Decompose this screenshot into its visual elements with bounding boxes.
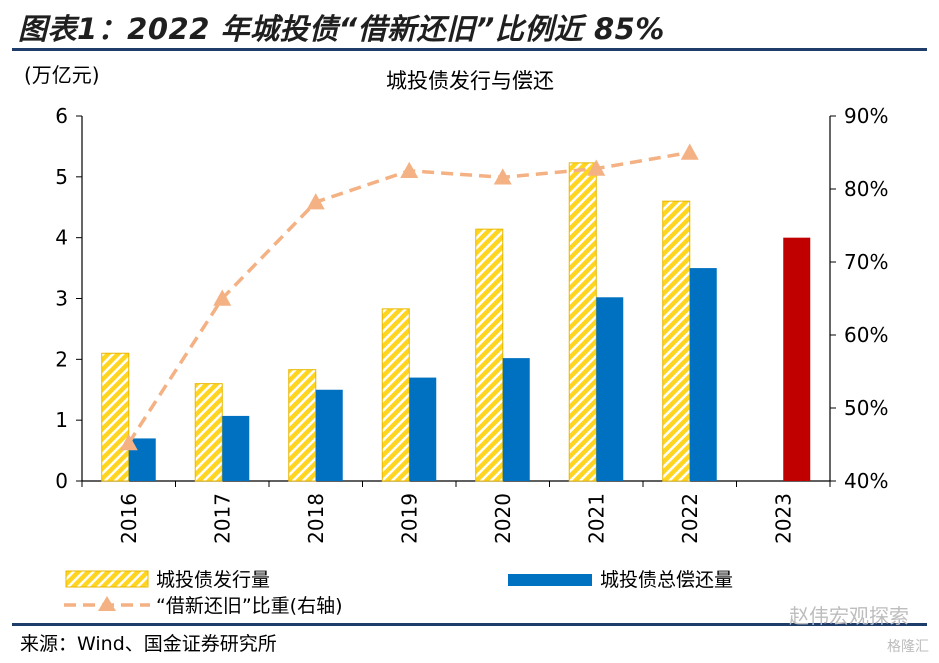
repayment-bars — [128, 237, 811, 481]
y2-tick-label: 70% — [844, 250, 888, 274]
repayment-bar — [596, 297, 624, 481]
issuance-bar — [194, 383, 223, 482]
y-tick-label: 4 — [55, 226, 68, 250]
ratio-point — [587, 159, 606, 176]
x-tick-label: 2019 — [397, 493, 421, 544]
issuance-bar — [288, 369, 317, 482]
x-tick-label: 2022 — [678, 493, 702, 544]
y-axis-unit: (万亿元) — [24, 63, 100, 87]
top-rule — [12, 48, 927, 51]
issuance-bar — [475, 228, 504, 482]
ratio-point — [493, 168, 512, 185]
ratio-point — [213, 289, 232, 306]
source-note: 来源：Wind、国金证券研究所 — [20, 633, 277, 655]
y-tick-label: 1 — [55, 408, 68, 432]
issuance-bar — [662, 200, 691, 482]
y2-tick-label: 80% — [844, 177, 888, 201]
watermark: 赵伟宏观探索 — [789, 604, 909, 628]
x-tick-label: 2023 — [771, 493, 795, 544]
y-tick-label: 6 — [55, 104, 68, 128]
repayment-bar — [502, 358, 530, 481]
bottom-rule — [12, 623, 927, 626]
issuance-bar — [381, 308, 410, 482]
legend-issuance-swatch — [65, 570, 149, 588]
figure-title: 图表1：2022 年城投债“借新还旧”比例近 85% — [18, 12, 665, 46]
ratio-point — [119, 434, 138, 451]
repayment-bar — [222, 415, 250, 481]
repayment-bar — [315, 389, 343, 481]
legend-issuance-label: 城投债发行量 — [156, 569, 270, 591]
ratio-point — [680, 143, 699, 160]
y2-tick-label: 60% — [844, 323, 888, 347]
y2-tick-label: 50% — [844, 396, 888, 420]
repayment-bar — [783, 237, 811, 481]
repayment-bar — [409, 377, 437, 481]
y-tick-label: 2 — [55, 347, 68, 371]
issuance-bars — [101, 162, 691, 482]
legend-repayment-label: 城投债总偿还量 — [600, 569, 733, 591]
x-tick-label: 2016 — [117, 493, 141, 544]
watermark-sub: 格隆汇 — [887, 639, 929, 655]
legend-ratio-label: “借新还旧”比重(右轴) — [156, 595, 343, 617]
y-tick-label: 5 — [55, 165, 68, 189]
legend: 城投债发行量 城投债总偿还量 “借新还旧”比重(右轴) — [64, 569, 733, 617]
repayment-bar — [689, 268, 717, 481]
issuance-bar — [101, 352, 130, 482]
x-tick-label: 2018 — [304, 493, 328, 544]
y-tick-label: 3 — [55, 287, 68, 311]
axes: 0 1 2 3 4 5 6 40% 50% 60% 70% 80% 90% 2016 2017 2018 201… — [55, 104, 888, 544]
y2-tick-label: 40% — [844, 469, 888, 493]
ratio-point — [400, 161, 419, 178]
x-tick-label: 2020 — [491, 493, 515, 544]
ratio-line-series — [119, 143, 699, 451]
y2-tick-label: 90% — [844, 104, 888, 128]
x-tick-label: 2021 — [584, 493, 608, 544]
legend-ratio-marker — [98, 596, 116, 611]
ratio-point — [306, 193, 325, 210]
issuance-bar — [568, 162, 597, 482]
chart: 城投债发行与偿还 (万亿元) 0 1 2 3 4 5 6 40% 50% 60% 70% 80% 90%… — [24, 63, 888, 617]
legend-repayment-swatch — [508, 574, 592, 586]
x-tick-label: 2017 — [210, 493, 234, 544]
chart-title: 城投债发行与偿还 — [386, 69, 554, 93]
y-tick-label: 0 — [55, 469, 68, 493]
